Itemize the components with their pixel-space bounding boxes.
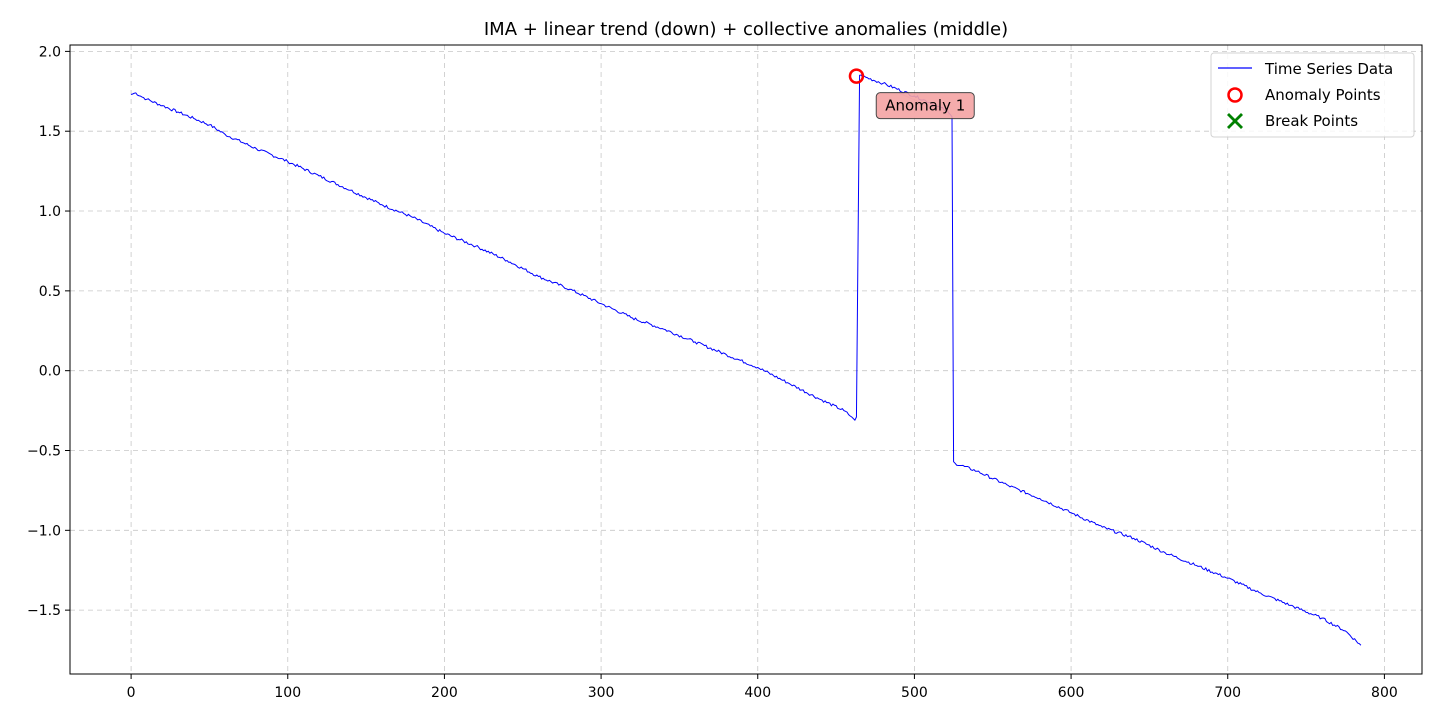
y-tick-label: −1.0 — [27, 523, 61, 539]
y-tick-label: 1.0 — [39, 204, 61, 220]
annotation-box — [875, 92, 975, 120]
legend: Time Series Data Anomaly Points Break Poin… — [1210, 52, 1415, 138]
annotation-label: Anomaly 1 — [885, 97, 965, 115]
legend-label: Break Points — [1265, 112, 1358, 130]
x-tick-label: 100 — [274, 685, 301, 701]
plot-frame — [69, 44, 1423, 675]
anomaly-marker-layer — [848, 68, 865, 84]
x-tick-label: 300 — [588, 685, 615, 701]
annotation-layer: Anomaly 1 — [875, 92, 975, 120]
y-tick-label: 2.0 — [39, 44, 61, 60]
y-tick-label: 0.5 — [39, 284, 61, 300]
legend-label: Anomaly Points — [1265, 86, 1381, 104]
x-tick-label: 600 — [1058, 685, 1085, 701]
legend-x-stroke — [1227, 113, 1243, 129]
axes: 0 100 200 300 400 500 600 700 800 −1.5 −1.0 −0.5 0.0… — [27, 44, 1398, 701]
x-tick-label: 800 — [1371, 685, 1398, 701]
x-tick-label: 400 — [744, 685, 771, 701]
x-tick-label: 500 — [901, 685, 928, 701]
chart-title: IMA + linear trend (down) + collective a… — [484, 19, 1008, 40]
legend-circle-swatch — [1227, 87, 1243, 103]
series-line-time-series-data — [130, 74, 1362, 646]
anomaly-point-marker — [848, 68, 865, 84]
y-tick-label: 1.5 — [39, 124, 61, 140]
x-tick-label: 0 — [127, 685, 136, 701]
x-tick-label: 200 — [431, 685, 458, 701]
y-tick-label: 0.0 — [39, 364, 61, 380]
y-tick-label: −0.5 — [27, 443, 61, 459]
grid-lines — [70, 45, 1422, 674]
series-layer — [130, 74, 1362, 646]
legend-box — [1210, 52, 1415, 138]
legend-x-swatch — [1227, 113, 1243, 129]
y-tick-label: −1.5 — [27, 603, 61, 619]
legend-label: Time Series Data — [1264, 60, 1393, 78]
x-tick-label: 700 — [1214, 685, 1241, 701]
